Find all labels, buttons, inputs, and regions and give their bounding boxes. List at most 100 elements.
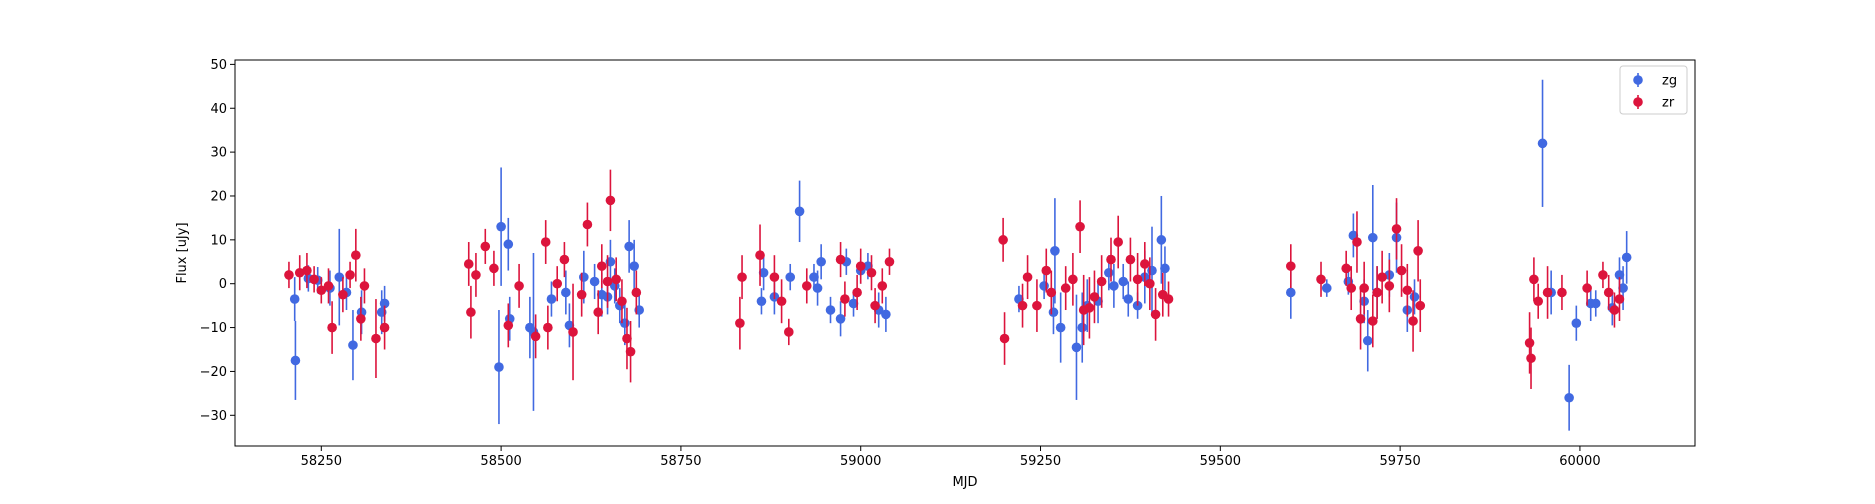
data-point-zg <box>561 287 571 298</box>
data-point-zr <box>801 281 812 291</box>
data-point-zr <box>1163 294 1174 304</box>
data-point-zr <box>737 272 747 282</box>
data-point-zr <box>840 294 850 304</box>
data-point-zr <box>1367 316 1378 326</box>
x-tick-label: 58250 <box>301 454 342 469</box>
data-point-zr <box>835 254 846 265</box>
data-point-zr <box>999 333 1010 344</box>
data-point-zg <box>1571 318 1582 328</box>
data-point-zr <box>1106 254 1116 265</box>
legend-label-zr: zr <box>1662 96 1675 111</box>
data-point-zr <box>463 259 474 269</box>
y-axis-ticks: −30 −20 −10 0 10 20 30 40 50 <box>200 58 235 424</box>
data-point-zg <box>1050 246 1060 256</box>
data-point-zr <box>1391 224 1402 234</box>
data-point-zr <box>593 307 604 318</box>
data-point-zr <box>1396 265 1407 276</box>
data-point-zg <box>848 298 859 309</box>
data-point-zr <box>1075 221 1085 232</box>
data-point-zr <box>1526 353 1536 364</box>
data-point-zr <box>1346 283 1357 293</box>
data-point-zg <box>1055 322 1066 333</box>
x-tick-label: 59500 <box>1200 454 1241 469</box>
y-tick-label: 10 <box>210 233 227 248</box>
data-point-zr <box>540 237 551 247</box>
data-point-zr <box>1557 287 1567 298</box>
data-point-zr <box>1372 287 1382 298</box>
data-point-zr <box>1140 259 1150 269</box>
data-point-zr <box>1609 305 1620 315</box>
data-point-zr <box>617 296 627 307</box>
data-point-zg <box>1286 287 1296 298</box>
data-point-zg <box>503 239 514 250</box>
data-point-zg <box>348 340 358 350</box>
data-point-zr <box>1060 283 1071 293</box>
data-point-zg <box>1123 294 1134 304</box>
data-point-zr <box>631 287 642 298</box>
data-point-zg <box>589 276 600 287</box>
data-point-zr <box>605 195 616 206</box>
data-point-zr <box>309 274 319 285</box>
data-point-zr <box>1286 261 1296 271</box>
data-point-zr <box>480 241 491 252</box>
data-point-zr <box>1113 237 1123 247</box>
data-point-zg <box>290 355 301 366</box>
data-point-zg <box>1590 298 1601 309</box>
data-point-zg <box>1367 232 1378 243</box>
x-tick-label: 59750 <box>1379 454 1420 469</box>
data-point-zr <box>998 235 1008 245</box>
data-point-zr <box>1150 309 1161 320</box>
x-axis-ticks: 58250 58500 58750 59000 59250 59500 59750 60000 <box>301 446 1601 469</box>
data-point-zr <box>776 296 787 307</box>
data-point-zr <box>1582 283 1592 293</box>
data-point-zg <box>1160 263 1170 274</box>
data-point-zg <box>624 241 634 252</box>
data-point-zr <box>576 289 587 300</box>
data-point-zr <box>284 270 294 280</box>
data-point-zg <box>1537 138 1548 149</box>
data-point-zr <box>622 333 632 344</box>
data-point-zr <box>1022 272 1033 282</box>
chart-legend: zg zr <box>1619 65 1688 115</box>
data-point-zg <box>785 272 796 282</box>
y-tick-label: −30 <box>200 409 227 424</box>
data-point-zr <box>1145 278 1155 289</box>
y-tick-label: 0 <box>219 277 227 292</box>
data-point-zr <box>1359 283 1369 293</box>
legend-marker-zr <box>1633 97 1643 107</box>
data-point-zg <box>334 272 345 282</box>
data-point-zr <box>1598 270 1608 280</box>
data-point-zg <box>881 309 891 320</box>
data-point-zr <box>1614 294 1625 304</box>
data-point-zg <box>1321 283 1332 293</box>
data-point-zr <box>466 307 476 318</box>
data-point-zg <box>1147 265 1157 276</box>
data-point-zg <box>758 267 769 278</box>
data-point-zr <box>735 318 745 328</box>
data-point-zr <box>1017 300 1028 311</box>
data-point-zg <box>629 261 639 271</box>
data-point-zg <box>794 206 805 217</box>
data-point-zr <box>489 263 499 274</box>
data-point-zr <box>596 261 607 271</box>
data-point-zr <box>338 289 348 300</box>
data-point-zg <box>1156 235 1167 245</box>
data-point-zr <box>503 320 514 331</box>
y-tick-label: 50 <box>210 58 227 73</box>
data-point-zr <box>611 274 621 285</box>
data-point-zg <box>1362 335 1373 346</box>
data-point-zr <box>1041 265 1052 276</box>
series-zr <box>284 169 1625 389</box>
data-point-zr <box>471 270 481 280</box>
data-point-zg <box>809 272 819 282</box>
x-tick-label: 58750 <box>660 454 701 469</box>
data-point-zg <box>835 313 846 324</box>
data-point-zr <box>1084 303 1095 313</box>
data-point-zr <box>1341 263 1351 274</box>
data-point-zr <box>855 261 866 271</box>
data-point-zr <box>1032 300 1042 311</box>
data-point-zg <box>546 294 557 304</box>
data-point-zr <box>602 276 613 287</box>
